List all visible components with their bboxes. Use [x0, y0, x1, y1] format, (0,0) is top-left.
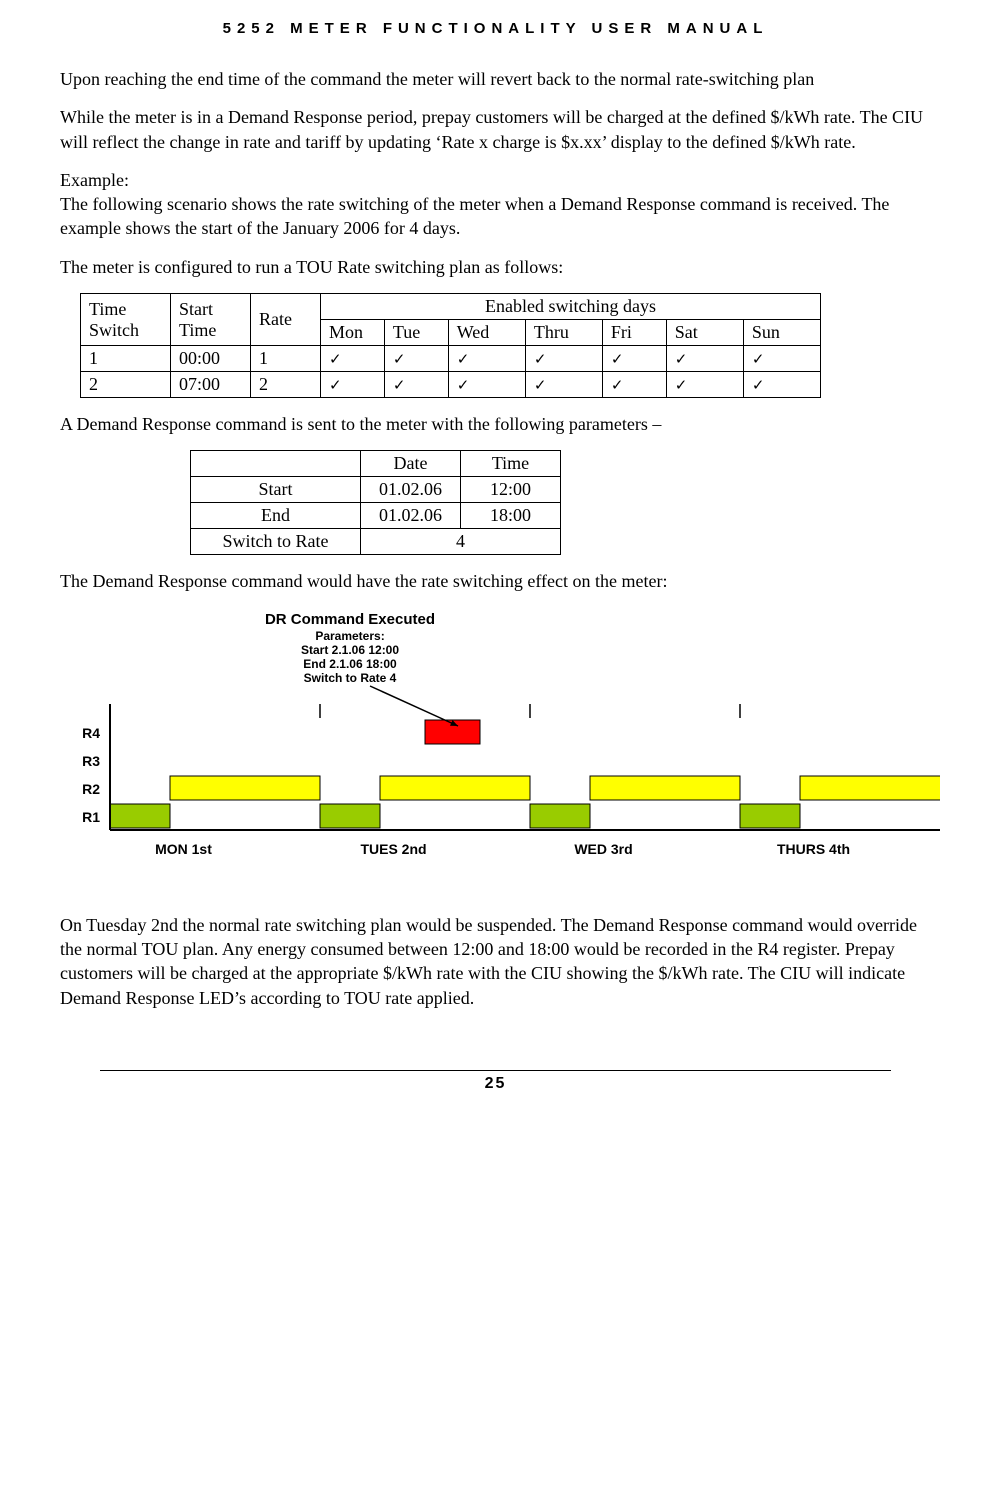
svg-text:DR Command Executed: DR Command Executed: [265, 611, 435, 628]
check-icon: ✓: [321, 372, 385, 398]
paragraph: On Tuesday 2nd the normal rate switching…: [60, 913, 931, 1010]
th-day: Wed: [448, 320, 525, 346]
check-icon: ✓: [743, 372, 820, 398]
cell: [191, 451, 361, 477]
check-icon: ✓: [384, 346, 448, 372]
svg-text:End 2.1.06 18:00: End 2.1.06 18:00: [303, 657, 397, 671]
svg-text:Start 2.1.06 12:00: Start 2.1.06 12:00: [301, 643, 399, 657]
example-label: Example:: [60, 168, 931, 192]
check-icon: ✓: [448, 372, 525, 398]
cell: End: [191, 503, 361, 529]
rate-switching-chart: DR Command ExecutedParameters:Start 2.1.…: [60, 608, 931, 893]
cell: 01.02.06: [361, 503, 461, 529]
svg-text:R2: R2: [82, 781, 100, 797]
check-icon: ✓: [525, 346, 602, 372]
svg-text:WED 3rd: WED 3rd: [574, 841, 632, 857]
cell: 1: [81, 346, 171, 372]
svg-text:THURS 4th: THURS 4th: [777, 841, 850, 857]
svg-text:Parameters:: Parameters:: [315, 629, 384, 643]
paragraph: The Demand Response command would have t…: [60, 569, 931, 593]
paragraph: A Demand Response command is sent to the…: [60, 412, 931, 436]
cell: 4: [361, 529, 561, 555]
cell: Switch to Rate: [191, 529, 361, 555]
svg-text:R3: R3: [82, 753, 100, 769]
cell: 2: [251, 372, 321, 398]
check-icon: ✓: [666, 346, 743, 372]
cell: 1: [251, 346, 321, 372]
dr-params-table: Date Time Start 01.02.06 12:00 End 01.02…: [190, 450, 561, 555]
th-rate: Rate: [251, 294, 321, 346]
cell: 07:00: [171, 372, 251, 398]
check-icon: ✓: [525, 372, 602, 398]
th-start-time: Start Time: [171, 294, 251, 346]
check-icon: ✓: [448, 346, 525, 372]
th-day: Tue: [384, 320, 448, 346]
cell: Start: [191, 477, 361, 503]
th-day: Mon: [321, 320, 385, 346]
paragraph: Upon reaching the end time of the comman…: [60, 67, 931, 91]
cell: 18:00: [461, 503, 561, 529]
th-day: Sat: [666, 320, 743, 346]
footer-rule: [100, 1070, 891, 1071]
cell: 2: [81, 372, 171, 398]
check-icon: ✓: [384, 372, 448, 398]
th-time-switch: Time Switch: [81, 294, 171, 346]
tou-table: Time Switch Start Time Rate Enabled swit…: [80, 293, 821, 398]
svg-text:Switch to Rate 4: Switch to Rate 4: [304, 671, 397, 685]
cell: 00:00: [171, 346, 251, 372]
cell: 12:00: [461, 477, 561, 503]
doc-header: 5252 METER FUNCTIONALITY USER MANUAL: [60, 20, 931, 37]
check-icon: ✓: [666, 372, 743, 398]
check-icon: ✓: [743, 346, 820, 372]
check-icon: ✓: [602, 346, 666, 372]
cell: Date: [361, 451, 461, 477]
page-number: 25: [60, 1075, 931, 1093]
svg-text:MON 1st: MON 1st: [155, 841, 212, 857]
svg-text:TUES 2nd: TUES 2nd: [360, 841, 426, 857]
svg-text:R4: R4: [82, 725, 100, 741]
th-day: Thru: [525, 320, 602, 346]
check-icon: ✓: [602, 372, 666, 398]
paragraph: While the meter is in a Demand Response …: [60, 105, 931, 154]
cell: 01.02.06: [361, 477, 461, 503]
paragraph: The following scenario shows the rate sw…: [60, 192, 931, 241]
th-day: Fri: [602, 320, 666, 346]
th-day: Sun: [743, 320, 820, 346]
svg-text:R1: R1: [82, 809, 100, 825]
cell: Time: [461, 451, 561, 477]
th-enabled: Enabled switching days: [321, 294, 821, 320]
paragraph: The meter is configured to run a TOU Rat…: [60, 255, 931, 279]
check-icon: ✓: [321, 346, 385, 372]
